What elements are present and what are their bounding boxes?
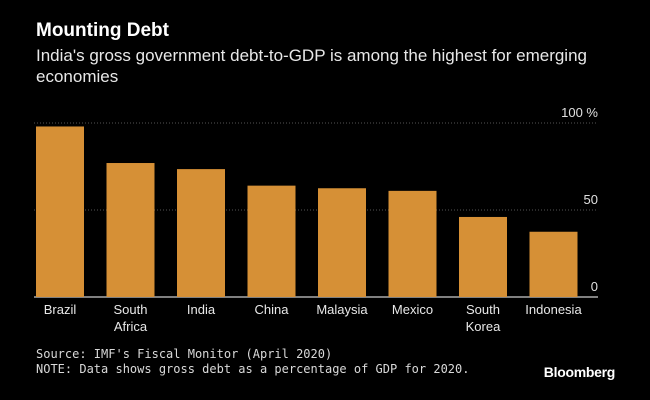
note-text: NOTE: Data shows gross debt as a percent…: [36, 362, 470, 376]
bloomberg-logo: Bloomberg: [543, 364, 616, 380]
y-tick-label: 50: [584, 192, 598, 207]
x-tick-label: China: [255, 302, 290, 317]
bar-south-africa: [106, 163, 155, 297]
chart-subtitle: India's gross government debt-to-GDP is …: [36, 46, 587, 86]
x-tick-label: Malaysia: [316, 302, 368, 317]
x-tick-label: South: [466, 302, 500, 317]
bar-malaysia: [318, 188, 366, 297]
x-tick-label: Africa: [114, 319, 148, 334]
bar-china: [247, 185, 296, 297]
x-tick-label: South: [114, 302, 148, 317]
bar-south-korea: [459, 216, 507, 297]
bar-india: [177, 169, 225, 297]
x-tick-label: Korea: [466, 319, 501, 334]
y-tick-label: 0: [591, 279, 598, 294]
bar-brazil: [36, 126, 84, 297]
x-tick-label: Brazil: [44, 302, 77, 317]
bar-mexico: [388, 190, 437, 297]
y-tick-label: 100 %: [561, 105, 598, 120]
source-notes: Source: IMF's Fiscal Monitor (April 2020…: [36, 347, 469, 377]
x-tick-label: Mexico: [392, 302, 433, 317]
x-tick-label: Indonesia: [525, 302, 582, 317]
bar-indonesia: [529, 231, 578, 297]
source-text: Source: IMF's Fiscal Monitor (April 2020…: [36, 347, 333, 361]
x-tick-label: India: [187, 302, 216, 317]
chart-title: Mounting Debt: [36, 20, 169, 41]
